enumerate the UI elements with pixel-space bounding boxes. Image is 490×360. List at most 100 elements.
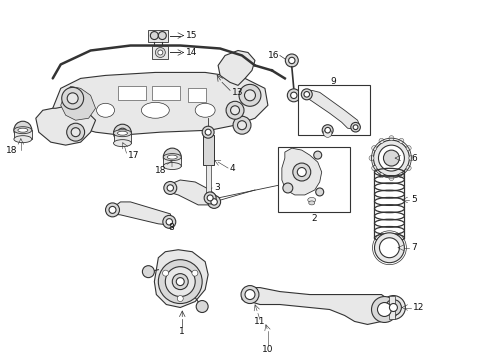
Polygon shape bbox=[242, 288, 392, 324]
Circle shape bbox=[389, 176, 394, 180]
Circle shape bbox=[283, 183, 293, 193]
Circle shape bbox=[390, 303, 397, 311]
Circle shape bbox=[71, 128, 80, 137]
Circle shape bbox=[372, 166, 377, 171]
Circle shape bbox=[409, 156, 414, 161]
Circle shape bbox=[238, 121, 246, 130]
Bar bbox=[203, 135, 214, 165]
Circle shape bbox=[374, 233, 404, 263]
Bar bbox=[152, 86, 180, 100]
Circle shape bbox=[322, 125, 333, 136]
Circle shape bbox=[386, 300, 401, 315]
Bar bbox=[114, 133, 131, 143]
Circle shape bbox=[379, 173, 384, 178]
Ellipse shape bbox=[142, 102, 169, 118]
Bar bbox=[14, 130, 32, 139]
Ellipse shape bbox=[114, 140, 131, 147]
Circle shape bbox=[233, 116, 251, 134]
Circle shape bbox=[382, 296, 405, 319]
Ellipse shape bbox=[167, 155, 177, 159]
Ellipse shape bbox=[114, 130, 131, 137]
Ellipse shape bbox=[308, 197, 316, 202]
Polygon shape bbox=[304, 90, 360, 129]
Bar bbox=[188, 88, 206, 102]
Text: 18: 18 bbox=[6, 145, 18, 154]
Circle shape bbox=[207, 195, 213, 201]
Text: 17: 17 bbox=[128, 150, 140, 159]
Circle shape bbox=[287, 89, 300, 102]
Text: 5: 5 bbox=[412, 195, 417, 204]
Circle shape bbox=[67, 123, 85, 141]
Text: 14: 14 bbox=[186, 48, 197, 57]
Circle shape bbox=[371, 297, 397, 323]
Circle shape bbox=[384, 150, 399, 166]
Text: 11: 11 bbox=[254, 317, 266, 326]
Text: 10: 10 bbox=[262, 345, 273, 354]
Circle shape bbox=[369, 156, 374, 161]
Text: 15: 15 bbox=[186, 31, 198, 40]
Circle shape bbox=[158, 260, 202, 303]
Circle shape bbox=[323, 129, 332, 138]
Text: 8: 8 bbox=[168, 223, 174, 232]
Bar bbox=[148, 30, 168, 41]
Circle shape bbox=[114, 124, 131, 142]
Circle shape bbox=[406, 146, 411, 150]
Circle shape bbox=[406, 166, 411, 171]
Text: 12: 12 bbox=[414, 303, 425, 312]
Polygon shape bbox=[53, 72, 268, 135]
Bar bbox=[390, 296, 395, 319]
Circle shape bbox=[158, 32, 166, 40]
Text: 9: 9 bbox=[331, 77, 337, 86]
Circle shape bbox=[165, 267, 195, 297]
Circle shape bbox=[316, 188, 324, 196]
Circle shape bbox=[301, 89, 312, 100]
Circle shape bbox=[176, 278, 184, 285]
Circle shape bbox=[245, 289, 255, 300]
Polygon shape bbox=[108, 202, 172, 225]
Circle shape bbox=[211, 199, 217, 205]
Circle shape bbox=[196, 301, 208, 312]
Text: 13: 13 bbox=[232, 88, 244, 97]
Circle shape bbox=[289, 57, 295, 64]
Circle shape bbox=[14, 121, 32, 139]
Ellipse shape bbox=[18, 128, 28, 132]
Circle shape bbox=[118, 128, 127, 138]
Circle shape bbox=[143, 266, 154, 278]
Circle shape bbox=[62, 87, 84, 109]
Circle shape bbox=[291, 92, 297, 99]
Circle shape bbox=[297, 167, 306, 176]
Circle shape bbox=[202, 126, 214, 138]
Circle shape bbox=[285, 54, 298, 67]
Circle shape bbox=[377, 302, 392, 316]
Ellipse shape bbox=[163, 163, 181, 170]
Ellipse shape bbox=[118, 131, 127, 135]
Circle shape bbox=[351, 122, 360, 132]
Bar bbox=[206, 165, 211, 195]
Polygon shape bbox=[36, 105, 96, 145]
Circle shape bbox=[172, 274, 188, 289]
Polygon shape bbox=[154, 250, 208, 307]
Circle shape bbox=[164, 181, 177, 194]
Text: 16: 16 bbox=[269, 51, 280, 60]
Circle shape bbox=[163, 148, 181, 166]
Circle shape bbox=[177, 296, 183, 302]
Circle shape bbox=[304, 91, 310, 97]
Circle shape bbox=[389, 136, 394, 141]
Text: 7: 7 bbox=[412, 243, 417, 252]
Ellipse shape bbox=[309, 201, 315, 205]
Text: 4: 4 bbox=[230, 163, 236, 172]
Text: 2: 2 bbox=[311, 214, 317, 223]
Circle shape bbox=[192, 270, 198, 276]
Circle shape bbox=[226, 101, 244, 119]
Text: 1: 1 bbox=[179, 327, 185, 336]
Circle shape bbox=[399, 138, 404, 143]
Circle shape bbox=[373, 140, 409, 176]
Circle shape bbox=[231, 106, 240, 115]
Text: 3: 3 bbox=[214, 184, 220, 193]
Bar bbox=[119, 86, 147, 100]
Circle shape bbox=[314, 151, 322, 159]
Ellipse shape bbox=[97, 103, 115, 117]
Polygon shape bbox=[282, 148, 322, 195]
Text: 18: 18 bbox=[155, 166, 167, 175]
Circle shape bbox=[163, 215, 176, 228]
